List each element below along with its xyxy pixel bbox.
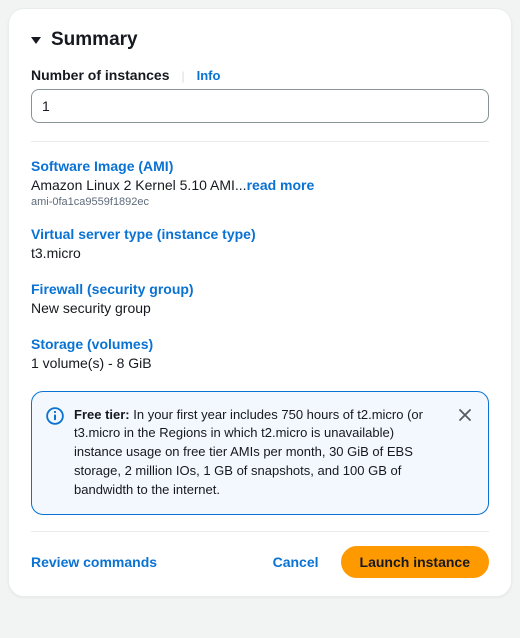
ami-value: Amazon Linux 2 Kernel 5.10 AMI...read mo… [31, 176, 489, 195]
review-commands-link[interactable]: Review commands [31, 554, 157, 570]
ami-name: Amazon Linux 2 Kernel 5.10 AMI... [31, 177, 247, 193]
firewall-label[interactable]: Firewall (security group) [31, 281, 489, 297]
alert-text: Free tier: In your first year includes 7… [74, 406, 446, 500]
instances-label-row: Number of instances | Info [31, 67, 489, 83]
storage-value: 1 volume(s) - 8 GiB [31, 354, 489, 373]
footer-divider [31, 531, 489, 532]
ami-section: Software Image (AMI) Amazon Linux 2 Kern… [31, 158, 489, 208]
firewall-value: New security group [31, 299, 489, 318]
free-tier-alert: Free tier: In your first year includes 7… [31, 391, 489, 515]
instance-type-label[interactable]: Virtual server type (instance type) [31, 226, 489, 242]
caret-down-icon [31, 37, 41, 44]
instances-input[interactable] [31, 89, 489, 123]
panel-title: Summary [51, 29, 138, 51]
instance-type-section: Virtual server type (instance type) t3.m… [31, 226, 489, 263]
instance-type-value: t3.micro [31, 244, 489, 263]
ami-id: ami-0fa1ca9559f1892ec [31, 196, 489, 208]
read-more-link[interactable]: read more [247, 177, 315, 193]
info-link[interactable]: Info [197, 68, 221, 83]
divider-line [31, 141, 489, 142]
ami-label[interactable]: Software Image (AMI) [31, 158, 489, 174]
launch-instance-button[interactable]: Launch instance [341, 546, 489, 578]
close-icon[interactable] [456, 406, 474, 424]
storage-section: Storage (volumes) 1 volume(s) - 8 GiB [31, 336, 489, 373]
summary-header[interactable]: Summary [31, 29, 489, 51]
instances-label: Number of instances [31, 67, 169, 83]
storage-label[interactable]: Storage (volumes) [31, 336, 489, 352]
summary-panel: Summary Number of instances | Info Softw… [8, 8, 512, 597]
info-icon [46, 407, 64, 425]
divider: | [181, 69, 184, 83]
footer: Review commands Cancel Launch instance [31, 546, 489, 578]
footer-actions: Cancel Launch instance [273, 546, 489, 578]
firewall-section: Firewall (security group) New security g… [31, 281, 489, 318]
cancel-button[interactable]: Cancel [273, 554, 319, 570]
alert-bold: Free tier: [74, 407, 130, 422]
